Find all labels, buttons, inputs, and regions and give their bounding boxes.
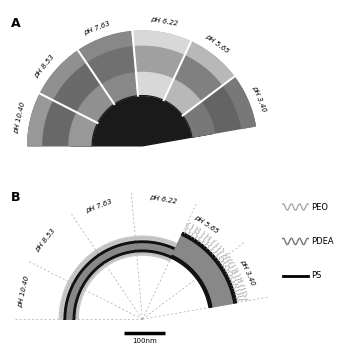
- Text: pH 8.53: pH 8.53: [34, 228, 56, 253]
- Polygon shape: [28, 94, 98, 146]
- Text: pH 3.40: pH 3.40: [239, 259, 256, 286]
- Polygon shape: [164, 42, 234, 115]
- Text: pH 7.63: pH 7.63: [83, 20, 111, 36]
- Polygon shape: [103, 75, 138, 104]
- Polygon shape: [171, 255, 199, 279]
- Polygon shape: [197, 277, 212, 308]
- Polygon shape: [79, 87, 114, 123]
- Polygon shape: [72, 253, 99, 284]
- Polygon shape: [216, 262, 237, 303]
- Text: PS: PS: [311, 271, 321, 280]
- Polygon shape: [40, 51, 86, 100]
- Polygon shape: [135, 236, 178, 247]
- Polygon shape: [68, 250, 98, 283]
- Polygon shape: [183, 77, 255, 137]
- Polygon shape: [136, 249, 172, 258]
- Text: pH 10.40: pH 10.40: [17, 275, 31, 308]
- Polygon shape: [74, 256, 103, 287]
- Polygon shape: [82, 263, 106, 290]
- Polygon shape: [136, 75, 172, 100]
- Polygon shape: [77, 85, 114, 122]
- Polygon shape: [136, 252, 171, 261]
- Text: A: A: [11, 17, 20, 30]
- Polygon shape: [199, 263, 234, 307]
- Polygon shape: [164, 79, 201, 115]
- Text: pH 8.53: pH 8.53: [33, 54, 56, 79]
- Text: pH 10.40: pH 10.40: [13, 101, 26, 134]
- Polygon shape: [96, 236, 135, 253]
- Text: pH 5.65: pH 5.65: [204, 33, 230, 55]
- Text: pH 6.22: pH 6.22: [150, 16, 178, 27]
- Text: 100nm: 100nm: [132, 338, 157, 344]
- Polygon shape: [164, 81, 199, 115]
- Polygon shape: [136, 73, 173, 99]
- Polygon shape: [99, 243, 136, 261]
- Polygon shape: [75, 289, 85, 319]
- Polygon shape: [103, 249, 136, 263]
- Polygon shape: [136, 242, 175, 255]
- Text: PEO: PEO: [311, 202, 328, 212]
- Polygon shape: [183, 103, 213, 137]
- Polygon shape: [78, 32, 134, 62]
- Polygon shape: [71, 114, 98, 146]
- Polygon shape: [135, 240, 176, 250]
- Polygon shape: [223, 77, 255, 128]
- Polygon shape: [101, 73, 138, 103]
- Polygon shape: [132, 31, 191, 55]
- Polygon shape: [69, 113, 96, 146]
- Polygon shape: [171, 232, 220, 279]
- Polygon shape: [185, 42, 234, 85]
- Polygon shape: [105, 252, 137, 266]
- Polygon shape: [66, 284, 80, 319]
- Polygon shape: [98, 240, 136, 256]
- Text: pH 5.65: pH 5.65: [193, 214, 220, 234]
- Polygon shape: [172, 235, 216, 277]
- Text: B: B: [11, 191, 20, 204]
- Polygon shape: [63, 283, 74, 319]
- Polygon shape: [78, 32, 138, 104]
- Polygon shape: [80, 261, 105, 289]
- Polygon shape: [92, 95, 192, 146]
- Polygon shape: [197, 261, 238, 308]
- Polygon shape: [40, 51, 114, 123]
- Polygon shape: [132, 31, 191, 100]
- Text: 100nm: 100nm: [176, 162, 201, 168]
- Polygon shape: [59, 281, 72, 319]
- Polygon shape: [182, 233, 219, 263]
- Text: pH 3.40: pH 3.40: [251, 85, 267, 113]
- Text: PDEA: PDEA: [311, 237, 334, 246]
- Text: pH 6.22: pH 6.22: [149, 194, 178, 205]
- Text: pH 7.63: pH 7.63: [85, 198, 113, 213]
- Polygon shape: [72, 287, 82, 319]
- Polygon shape: [184, 102, 215, 137]
- Polygon shape: [28, 94, 52, 146]
